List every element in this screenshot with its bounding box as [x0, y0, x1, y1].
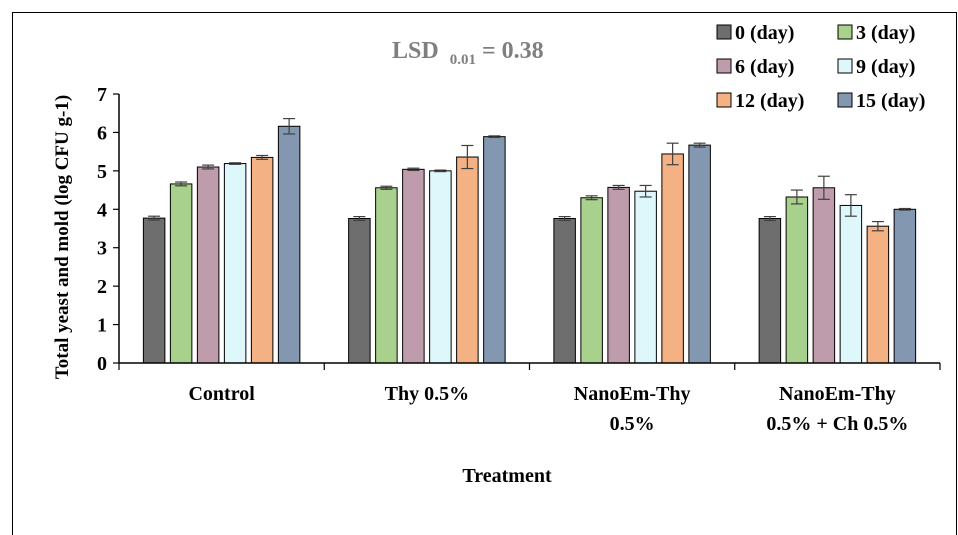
legend: 0 (day) 3 (day) 6 (day) 9 (day) 12 (day) 15 (…	[716, 22, 925, 112]
bar	[142, 217, 166, 364]
legend-label: 12 (day)	[735, 90, 804, 112]
chart-border	[12, 12, 957, 535]
y-tick-label: 2	[97, 276, 107, 298]
bar	[758, 218, 782, 364]
bar	[580, 197, 603, 364]
bar	[375, 187, 398, 364]
lsd-suffix: = 0.38	[482, 38, 544, 64]
y-tick-group: 0 1 2 3 4 5 6 7	[97, 84, 119, 375]
legend-label: 9 (day)	[856, 56, 915, 78]
lsd-prefix: LSD	[392, 38, 439, 64]
lsd-subscript: 0.01	[450, 52, 476, 68]
y-tick-label: 6	[97, 122, 107, 144]
category-label: 0.5%	[610, 413, 655, 435]
bar	[634, 190, 657, 364]
bar	[196, 166, 220, 364]
category-label: Control	[188, 383, 255, 405]
bar	[893, 208, 917, 364]
category-label: 0.5% + Ch 0.5%	[766, 413, 908, 435]
bar	[429, 170, 452, 364]
category-label: NanoEm-Thy	[779, 383, 896, 405]
legend-swatch	[716, 24, 732, 40]
bar	[483, 136, 506, 364]
bar-group	[142, 125, 917, 364]
bar	[607, 186, 630, 364]
bar	[866, 225, 890, 364]
legend-swatch	[837, 24, 853, 40]
bar	[812, 187, 836, 364]
y-tick-label: 0	[97, 353, 107, 375]
legend-swatch	[716, 92, 732, 108]
bar	[839, 204, 863, 364]
y-tick-label: 1	[97, 315, 107, 337]
bar	[785, 196, 809, 364]
y-tick-label: 4	[97, 199, 107, 221]
bar	[250, 156, 274, 364]
y-axis-label: Total yeast and mold (log CFU g-1)	[52, 95, 73, 379]
legend-swatch	[837, 92, 853, 108]
y-tick-label: 3	[97, 238, 107, 260]
bar	[402, 168, 425, 364]
bar	[277, 125, 301, 364]
category-label: Thy 0.5%	[385, 383, 469, 405]
bar	[553, 218, 576, 364]
axes-group	[118, 94, 941, 370]
legend-label: 6 (day)	[735, 56, 794, 78]
y-tick-label: 5	[97, 161, 107, 183]
category-label-group: Control Thy 0.5% NanoEm-Thy 0.5% NanoEm-Thy 0…	[188, 383, 908, 435]
bar	[688, 144, 711, 364]
bar	[348, 218, 371, 364]
error-bar-group	[148, 117, 911, 232]
legend-label: 0 (day)	[735, 22, 794, 44]
lsd-annotation: LSD 0.01 = 0.38	[392, 38, 544, 70]
x-axis-label: Treatment	[462, 465, 552, 487]
bar	[169, 183, 193, 364]
bar	[456, 156, 479, 364]
category-label: NanoEm-Thy	[574, 383, 691, 405]
legend-swatch	[716, 58, 732, 74]
bar	[223, 163, 247, 364]
bar	[661, 153, 684, 364]
legend-swatch	[837, 58, 853, 74]
y-tick-label: 7	[97, 84, 107, 106]
legend-label: 3 (day)	[856, 22, 915, 44]
legend-label: 15 (day)	[856, 90, 925, 112]
